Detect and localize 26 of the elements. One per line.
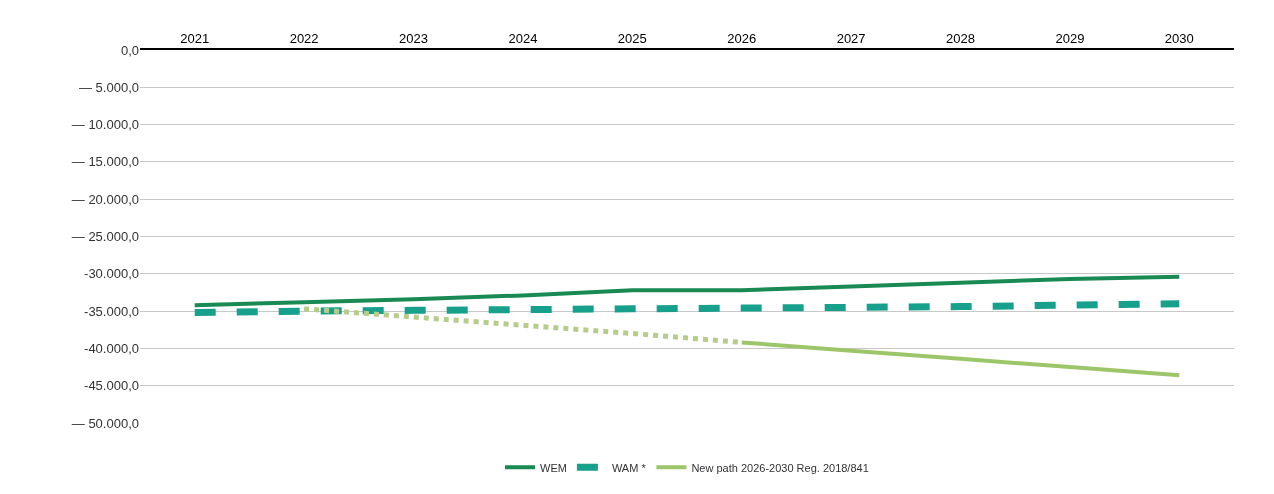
x-tick-label: 2021 [180,30,210,46]
y-tick-label: -45.000,0 [84,378,139,394]
legend-label: WEM [540,461,567,474]
y-tick-label: — 10.000,0 [71,117,139,133]
y-tick-label: -35.000,0 [84,303,139,319]
y-tick-label: — 50.000,0 [71,415,139,431]
y-tick-label: — 20.000,0 [71,191,139,207]
x-tick-label: 2029 [1055,30,1085,46]
x-tick-label: 2025 [617,30,647,46]
x-tick-label: 2030 [1164,30,1194,46]
x-tick-label: 2024 [508,30,538,46]
y-tick-label: — 15.000,0 [71,154,139,170]
legend-label: WAM * [611,461,647,474]
x-tick-label: 2028 [946,30,975,46]
y-tick-label: — 25.000,0 [71,229,139,245]
x-tick-label: 2022 [289,30,319,46]
line-series [739,340,1182,378]
y-tick-label: -40.000,0 [84,340,139,356]
line-series [192,274,1182,308]
y-tick-label: 0,0 [120,42,139,58]
legend-label: New path 2026-2030 Reg. 2018/841 [691,461,869,474]
y-tick-label: — 5.000,0 [79,79,139,95]
y-tick-label: -30.000,0 [84,266,139,282]
x-tick-label: 2026 [727,30,757,46]
x-tick-label: 2027 [836,30,866,46]
x-tick-label: 2023 [399,30,428,46]
